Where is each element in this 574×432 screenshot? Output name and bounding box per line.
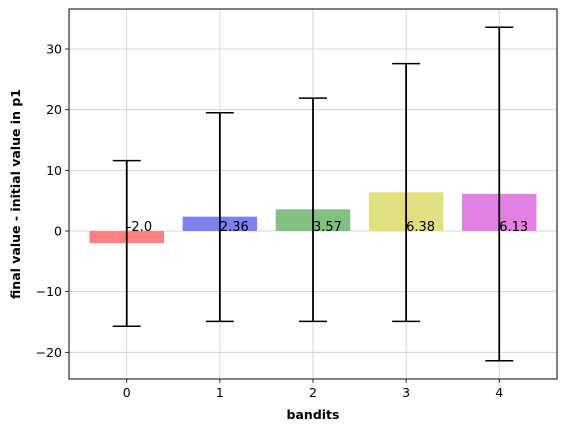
y-tick-label: 10 [46, 163, 62, 178]
x-tick-label: 3 [402, 385, 410, 400]
ticks: 0 1 2 3 4 −20 −10 0 10 20 30 [36, 42, 504, 400]
x-tick-label: 4 [495, 385, 503, 400]
error-bars [112, 26, 514, 362]
bar-value-label: 6.38 [406, 220, 435, 235]
y-tick-label: −10 [36, 284, 62, 299]
bar-value-label: -2.0 [127, 220, 152, 235]
data-labels: -2.0 2.36 3.57 6.38 6.13 [127, 220, 528, 235]
y-tick-label: 0 [54, 224, 62, 239]
y-tick-label: −20 [36, 345, 62, 360]
x-tick-label: 1 [216, 385, 224, 400]
x-tick-label: 0 [123, 385, 131, 400]
y-tick-label: 30 [46, 42, 62, 57]
bar-value-label: 2.36 [220, 220, 249, 235]
y-axis-label: final value - initial value in p1 [8, 89, 23, 299]
bar-value-label: 3.57 [313, 220, 342, 235]
x-tick-label: 2 [309, 385, 317, 400]
y-tick-label: 20 [46, 102, 62, 117]
x-axis-label: bandits [287, 407, 340, 422]
bar-value-label: 6.13 [499, 220, 528, 235]
